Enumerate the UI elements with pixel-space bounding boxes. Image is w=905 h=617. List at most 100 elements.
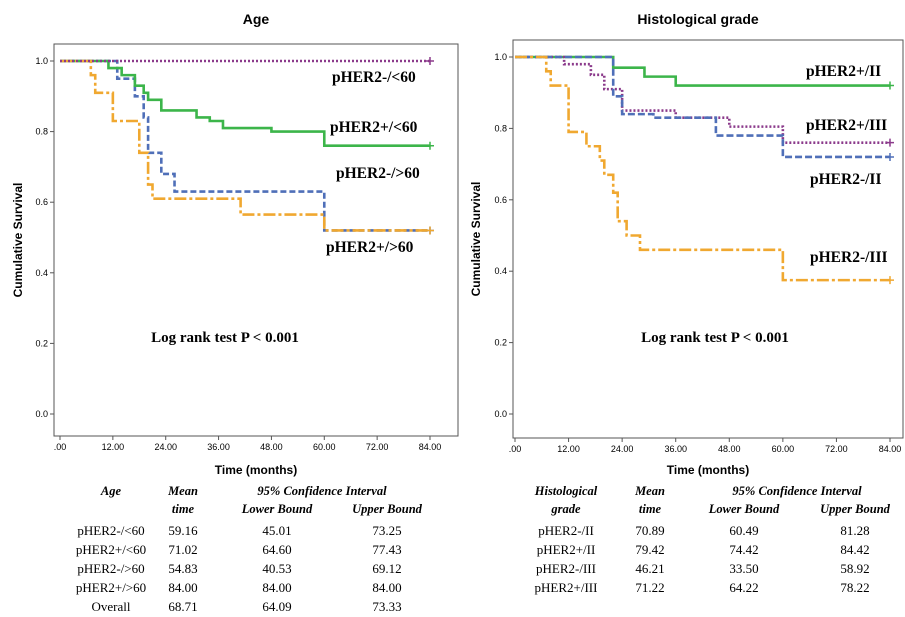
table-cell: 81.28 <box>840 523 869 538</box>
table-header-group: 95% Confidence Interval <box>257 484 387 498</box>
km-panel-1: Age 0.0 0.2 0.4 0.6 0.8 1.0 .00 12.00 24.00 36.00 4… <box>11 11 459 477</box>
series-label: pHER2+/>60 <box>326 239 414 256</box>
y-tick-label: 1.0 <box>494 52 507 62</box>
table-cell: 74.42 <box>729 542 758 557</box>
x-tick-label: 36.00 <box>207 442 230 452</box>
table-cell: 71.22 <box>635 580 664 595</box>
x-tick-label: 24.00 <box>611 444 634 454</box>
y-tick-label: 0.4 <box>494 266 507 276</box>
x-tick-label: 72.00 <box>825 444 848 454</box>
table-cell: 58.92 <box>840 561 869 576</box>
censor-mark <box>426 57 434 65</box>
y-tick-label: 0.8 <box>494 123 507 133</box>
table-cell: 64.09 <box>262 599 291 614</box>
table-header-upper: Upper Bound <box>352 502 423 516</box>
y-tick-label: 0.6 <box>494 195 507 205</box>
table-cell: 79.42 <box>635 542 664 557</box>
y-axis-label: Cumulative Survival <box>11 183 25 298</box>
table-row-label: pHER2-/>60 <box>77 561 144 576</box>
summary-table-2: 95% Confidence Interval Histological grade… <box>534 484 891 595</box>
chart-title: Age <box>243 11 270 27</box>
logrank-annotation: Log rank test P < 0.001 <box>641 330 789 346</box>
series-label: pHER2-/II <box>810 171 882 188</box>
series-line-pHER2-/<60 <box>60 59 430 232</box>
table-cell: 69.12 <box>372 561 401 576</box>
table-row-label: pHER2-/II <box>538 523 594 538</box>
table-cell: 33.50 <box>729 561 758 576</box>
table-row-label: pHER2+/III <box>535 580 598 595</box>
series-label: pHER2-/>60 <box>336 165 420 182</box>
y-tick-label: 0.8 <box>35 127 48 137</box>
x-tick-label: 12.00 <box>557 444 580 454</box>
series-label: pHER2+/<60 <box>330 119 418 136</box>
y-tick-label: 0.2 <box>494 338 507 348</box>
table-header-lower: Lower Bound <box>241 502 313 516</box>
y-tick-label: 0.0 <box>35 409 48 419</box>
logrank-annotation: Log rank test P < 0.001 <box>151 330 299 346</box>
series-label: pHER2-/III <box>810 249 888 266</box>
table-cell: 64.60 <box>262 542 291 557</box>
series-line-pHER2+/II <box>515 55 890 87</box>
table-header-upper: Upper Bound <box>820 502 891 516</box>
table-cell: 68.71 <box>168 599 197 614</box>
y-tick-label: 0.6 <box>35 197 48 207</box>
table-cell: 40.53 <box>262 561 291 576</box>
table-header-col0: Histological <box>534 484 598 498</box>
y-tick-label: 0.0 <box>494 409 507 419</box>
table-header-col1: time <box>639 502 662 516</box>
table-cell: 84.00 <box>168 580 197 595</box>
table-row-label: Overall <box>92 599 131 614</box>
x-tick-label: 84.00 <box>879 444 902 454</box>
table-row-label: pHER2+/<60 <box>76 542 146 557</box>
table-header-col1: Mean <box>634 484 665 498</box>
x-tick-label: 60.00 <box>772 444 795 454</box>
censor-mark <box>886 81 894 90</box>
table-row-label: pHER2+/II <box>537 542 596 557</box>
series-label: pHER2+/II <box>806 63 881 80</box>
series-label: pHER2-/<60 <box>332 69 416 86</box>
x-tick-label: 12.00 <box>102 442 125 452</box>
table-row-label: pHER2-/<60 <box>77 523 144 538</box>
summary-table-1: 95% Confidence Interval Age Mean time Lower … <box>76 484 423 614</box>
y-tick-label: 0.4 <box>35 268 48 278</box>
table-cell: 73.33 <box>372 599 401 614</box>
chart-title: Histological grade <box>637 11 759 27</box>
x-tick-label: 72.00 <box>366 442 389 452</box>
x-tick-label: 48.00 <box>718 444 741 454</box>
x-tick-label: .00 <box>54 442 67 452</box>
table-cell: 84.42 <box>840 542 869 557</box>
table-cell: 59.16 <box>168 523 198 538</box>
table-cell: 64.22 <box>729 580 758 595</box>
table-cell: 78.22 <box>840 580 869 595</box>
y-tick-label: 1.0 <box>35 56 48 66</box>
table-cell: 45.01 <box>262 523 291 538</box>
table-header-col1: Mean <box>167 484 198 498</box>
y-tick-label: 0.2 <box>35 338 48 348</box>
censor-mark <box>886 276 894 285</box>
series-line-pHER2->60 <box>60 59 430 232</box>
censor-mark <box>886 138 894 147</box>
table-header-group: 95% Confidence Interval <box>732 484 862 498</box>
table-header-col0: grade <box>550 502 581 516</box>
table-cell: 70.89 <box>635 523 664 538</box>
x-tick-label: 36.00 <box>664 444 687 454</box>
plot-frame <box>512 39 904 439</box>
table-cell: 60.49 <box>729 523 758 538</box>
series-line-pHER2+/III <box>515 55 890 144</box>
censor-mark <box>426 141 434 150</box>
x-tick-label: 60.00 <box>313 442 336 452</box>
km-panel-2: Histological grade 0.0 0.2 0.4 0.6 0.8 1.0 .00 1… <box>469 11 904 477</box>
table-cell: 46.21 <box>635 561 664 576</box>
table-cell: 84.00 <box>262 580 291 595</box>
table-header-lower: Lower Bound <box>708 502 780 516</box>
table-header-col0: Age <box>100 484 122 498</box>
table-cell: 54.83 <box>168 561 197 576</box>
x-axis-label: Time (months) <box>667 463 749 477</box>
censor-mark <box>886 152 894 161</box>
table-row-label: pHER2-/III <box>536 561 596 576</box>
table-cell: 84.00 <box>372 580 401 595</box>
table-header-col1: time <box>172 502 195 516</box>
series-line-pHER2+/<60 <box>60 59 430 148</box>
x-tick-label: 24.00 <box>154 442 177 452</box>
